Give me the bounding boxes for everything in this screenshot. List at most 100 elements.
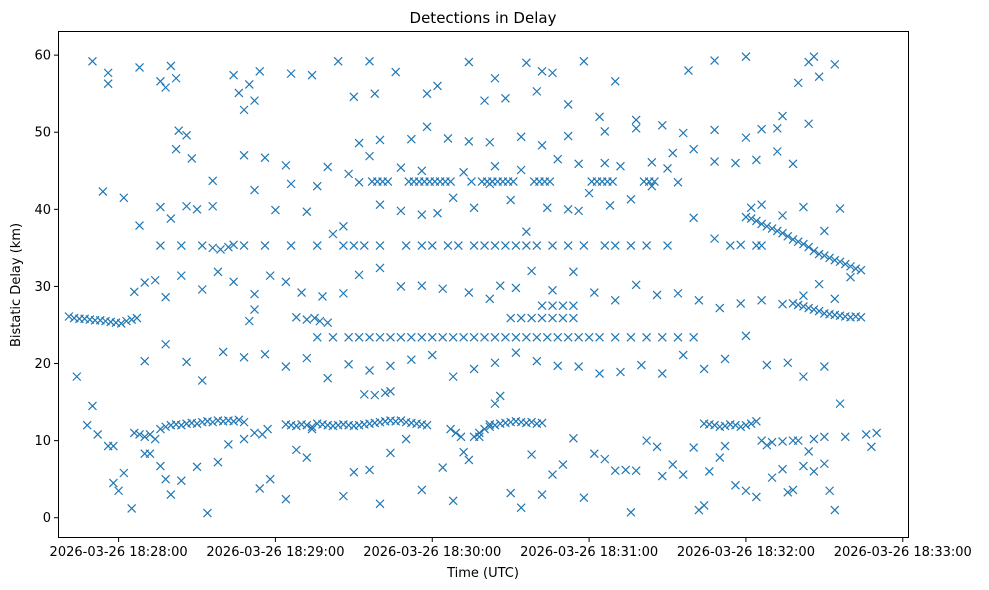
data-point [647, 157, 657, 167]
data-point [804, 446, 814, 456]
data-point [88, 56, 97, 66]
data-point [333, 56, 343, 66]
data-point [208, 417, 218, 427]
y-axis-label: Bistatic Delay (km) [9, 223, 24, 347]
data-point [490, 161, 500, 171]
x-tick-label: 2026-03-26 18:29:00 [206, 545, 344, 560]
data-point [563, 241, 573, 250]
data-point [558, 301, 568, 311]
data-point [809, 434, 819, 444]
data-point [568, 301, 578, 311]
data-point [427, 241, 437, 250]
data-point [281, 362, 291, 372]
data-point [328, 229, 338, 239]
data-point [830, 505, 840, 515]
data-point [132, 313, 142, 323]
data-point [448, 332, 458, 342]
data-point [315, 316, 325, 326]
x-axis: 2026-03-26 18:28:00 2026-03-26 18:29:00 20… [50, 537, 972, 560]
data-point [344, 169, 354, 179]
data-point [710, 56, 719, 65]
data-point [386, 361, 395, 371]
data-point [720, 421, 730, 431]
data-point [600, 158, 610, 168]
data-point [793, 237, 803, 247]
data-point [516, 313, 526, 323]
data-point [516, 132, 526, 142]
x-tick-label: 2026-03-26 18:33:00 [834, 545, 972, 560]
data-point [239, 150, 249, 160]
data-point [663, 164, 672, 173]
data-point [751, 155, 761, 165]
data-point [647, 181, 657, 191]
data-point [135, 221, 144, 230]
data-point [720, 354, 730, 364]
data-point [704, 467, 714, 476]
data-point [271, 205, 280, 215]
data-point [192, 419, 202, 429]
data-point [657, 120, 667, 130]
data-point [155, 202, 165, 212]
data-point [438, 332, 448, 342]
x-tick-label: 2026-03-26 18:28:00 [50, 545, 188, 560]
data-point [846, 261, 855, 271]
data-point [197, 285, 207, 294]
data-point [417, 485, 427, 495]
data-point [446, 177, 455, 186]
data-point [129, 428, 139, 438]
data-point [537, 301, 547, 311]
data-point [678, 350, 688, 360]
data-point [208, 201, 218, 211]
data-point [176, 271, 186, 281]
data-point [814, 249, 824, 259]
data-point [161, 339, 171, 349]
data-point [239, 352, 249, 362]
data-point [720, 441, 730, 451]
data-point [746, 214, 756, 224]
data-point [250, 289, 259, 299]
data-point [291, 445, 301, 455]
data-point [417, 241, 427, 250]
data-point [155, 461, 165, 471]
data-point [422, 89, 432, 99]
data-point [579, 241, 589, 250]
data-point [840, 432, 850, 442]
data-point [736, 422, 746, 432]
data-point [689, 443, 699, 452]
y-tick-label: 30 [34, 280, 51, 295]
data-point [689, 213, 699, 223]
data-point [809, 305, 819, 314]
data-point [809, 246, 819, 256]
data-point [467, 177, 476, 186]
data-point [182, 357, 191, 367]
data-point [830, 255, 840, 265]
data-point [511, 332, 521, 342]
data-point [161, 83, 171, 92]
data-point [788, 234, 798, 244]
data-point [642, 436, 652, 446]
data-point [851, 264, 861, 274]
data-point [229, 277, 239, 287]
data-point [464, 57, 474, 67]
data-point [872, 428, 882, 438]
data-point [731, 158, 740, 168]
data-point [427, 350, 437, 360]
data-point [516, 165, 526, 175]
data-point [422, 420, 432, 430]
data-point [495, 391, 505, 401]
data-point [286, 241, 296, 250]
data-point [349, 92, 359, 102]
data-point [88, 401, 97, 411]
data-point [323, 318, 333, 328]
data-point [568, 313, 578, 323]
data-point [140, 278, 150, 287]
data-point [464, 288, 474, 298]
data-point [155, 424, 165, 434]
data-point [260, 153, 270, 163]
x-axis-label: Time (UTC) [446, 566, 519, 581]
data-point [710, 234, 719, 244]
y-axis: 0 10 20 30 40 50 60 [34, 49, 59, 526]
data-point [532, 241, 542, 250]
data-point [809, 52, 819, 62]
data-point [417, 332, 427, 342]
